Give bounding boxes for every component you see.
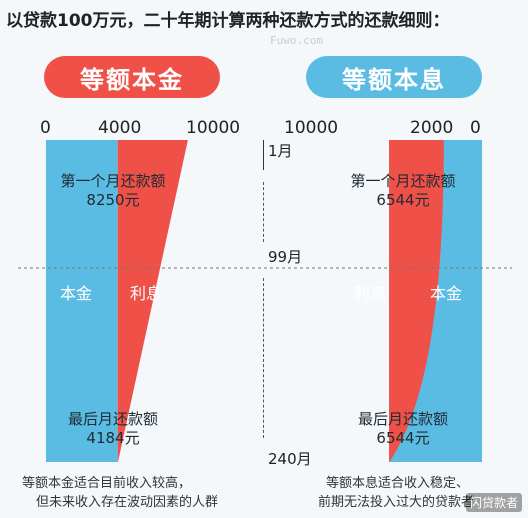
month-axis-dash-2 xyxy=(263,278,265,438)
right-tick-2000: 2000 xyxy=(410,118,454,138)
left-interest-area xyxy=(117,140,188,462)
month-99: 99月 xyxy=(268,248,303,266)
right-note: 等额本息适合收入稳定、 前期无法投入过大的贷款者 xyxy=(318,474,474,512)
left-chart-title: 等额本金 xyxy=(44,56,220,98)
left-first-month-amount: 8250元 xyxy=(86,191,140,209)
right-last-month-amount: 6544元 xyxy=(376,429,430,447)
right-interest-area xyxy=(389,140,444,462)
right-last-month: 最后月还款额 6544元 xyxy=(338,410,468,448)
left-tick-4000: 4000 xyxy=(98,118,142,138)
right-note-line-2: 前期无法投入过大的贷款者 xyxy=(318,495,475,510)
right-note-line-1: 等额本息适合收入稳定、 xyxy=(326,476,470,491)
left-last-month: 最后月还款额 4184元 xyxy=(48,410,178,448)
right-first-month: 第一个月还款额 6544元 xyxy=(338,172,468,210)
right-first-month-label: 第一个月还款额 xyxy=(350,172,456,190)
left-tick-10000: 10000 xyxy=(186,118,241,138)
left-principal-label: 本金 xyxy=(60,284,93,303)
left-last-month-label: 最后月还款额 xyxy=(67,410,158,428)
right-tick-0: 0 xyxy=(470,118,481,138)
left-note-line-1: 等额本金适合目前收入较高， xyxy=(22,476,192,491)
right-last-month-label: 最后月还款额 xyxy=(357,410,448,428)
right-principal-label: 本金 xyxy=(430,284,463,303)
right-first-month-amount: 6544元 xyxy=(376,191,430,209)
right-chart-title: 等额本息 xyxy=(306,56,482,98)
left-note-line-2: 但未来收入存在波动因素的人群 xyxy=(36,495,219,510)
page-title: 以贷款100万元，二十年期计算两种还款方式的还款细则： xyxy=(6,11,450,31)
brand-watermark: 闪贷款者 xyxy=(465,493,522,512)
month-axis-top xyxy=(263,140,264,170)
left-tick-0: 0 xyxy=(40,118,51,138)
month-axis-dash-1 xyxy=(263,182,265,242)
right-tick-10000: 10000 xyxy=(284,118,339,138)
left-first-month: 第一个月还款额 8250元 xyxy=(48,172,178,210)
month-1: 1月 xyxy=(268,142,293,160)
month-240: 240月 xyxy=(268,450,312,468)
left-interest-label: 利息 xyxy=(130,284,163,303)
left-note: 等额本金适合目前收入较高， 但未来收入存在波动因素的人群 xyxy=(22,474,218,512)
left-first-month-label: 第一个月还款额 xyxy=(60,172,166,190)
watermark: Fuwo.com xyxy=(270,34,323,47)
left-last-month-amount: 4184元 xyxy=(86,429,140,447)
left-principal-area xyxy=(46,140,118,462)
right-interest-label: 利息 xyxy=(354,284,387,303)
